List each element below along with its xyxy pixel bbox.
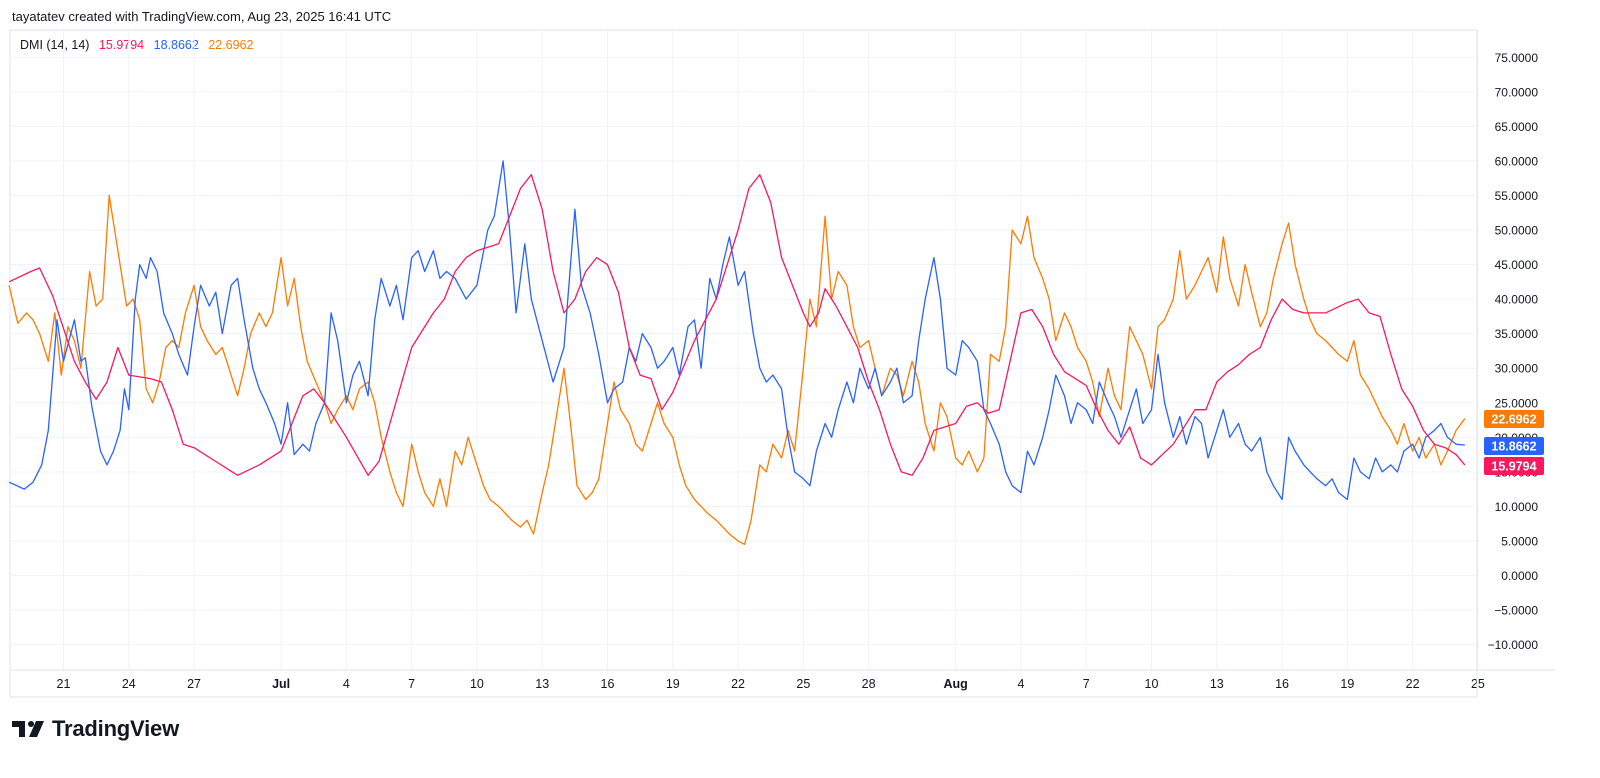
x-tick-label: Jul: [272, 677, 290, 691]
x-tick-label: 10: [470, 677, 484, 691]
y-tick-label: −10.0000: [1488, 638, 1539, 652]
tradingview-logo-icon: [12, 721, 44, 737]
series-line-blue: [8, 160, 1465, 501]
brand-name: TradingView: [52, 716, 179, 741]
x-tick-label: 7: [1083, 677, 1090, 691]
plot-frame: [9, 29, 1478, 698]
x-tick-label: 4: [1017, 677, 1024, 691]
last-value-badge: [1484, 437, 1544, 455]
x-tick-label: 22: [731, 677, 745, 691]
x-tick-label: 25: [796, 677, 810, 691]
y-tick-label: 75.0000: [1495, 51, 1539, 65]
x-tick-label: 10: [1145, 677, 1159, 691]
x-tick-label: 4: [343, 677, 350, 691]
legend-value-pink: 15.9794: [98, 38, 145, 52]
legend-value-orange: 22.6962: [208, 38, 254, 52]
series-line-pink: [8, 174, 1466, 476]
x-tick-label: 7: [408, 677, 415, 691]
x-tick-label: 22: [1406, 677, 1420, 691]
x-tick-label: 19: [666, 677, 680, 691]
x-tick-label: 16: [1275, 677, 1289, 691]
y-tick-label: 0.0000: [1501, 569, 1538, 583]
y-tick-label: 60.0000: [1495, 154, 1539, 168]
y-tick-label: 10.0000: [1495, 500, 1539, 514]
y-tick-label: 45.0000: [1495, 258, 1539, 272]
last-value-label: 18.8662: [1491, 440, 1536, 454]
last-value-label: 22.6962: [1491, 413, 1536, 427]
x-tick-label: 13: [1210, 677, 1224, 691]
last-value-badge: [1484, 410, 1544, 428]
x-tick-label: 16: [601, 677, 615, 691]
y-tick-label: −5.0000: [1494, 604, 1538, 618]
legend-value-blue: 18.8662: [153, 38, 199, 52]
x-tick-label: Aug: [944, 677, 968, 691]
last-value-badge: [1484, 457, 1544, 475]
attribution-header: tayatatev created with TradingView.com, …: [12, 9, 392, 24]
last-value-label: 15.9794: [1491, 460, 1536, 474]
x-tick-label: 19: [1340, 677, 1354, 691]
y-tick-label: 70.0000: [1495, 85, 1539, 99]
x-tick-label: 13: [535, 677, 549, 691]
y-tick-label: 35.0000: [1495, 327, 1539, 341]
legend-indicator-name: DMI (14, 14): [20, 38, 90, 52]
x-tick-label: 27: [187, 677, 201, 691]
y-tick-label: 25.0000: [1495, 396, 1539, 410]
y-tick-label: 50.0000: [1495, 224, 1539, 238]
x-tick-label: 28: [862, 677, 876, 691]
tradingview-logo: TradingView: [12, 716, 179, 742]
y-tick-label: 65.0000: [1495, 120, 1539, 134]
y-tick-label: 30.0000: [1495, 362, 1539, 376]
y-tick-label: 55.0000: [1495, 189, 1539, 203]
y-tick-label: 40.0000: [1495, 293, 1539, 307]
y-tick-label: 5.0000: [1501, 534, 1538, 548]
indicator-legend[interactable]: DMI (14, 14) 15.9794 18.8662 22.6962: [20, 38, 259, 52]
x-tick-label: 24: [122, 677, 136, 691]
x-tick-label: 25: [1471, 677, 1485, 691]
x-tick-label: 21: [57, 677, 71, 691]
series-line-orange: [8, 194, 1466, 546]
